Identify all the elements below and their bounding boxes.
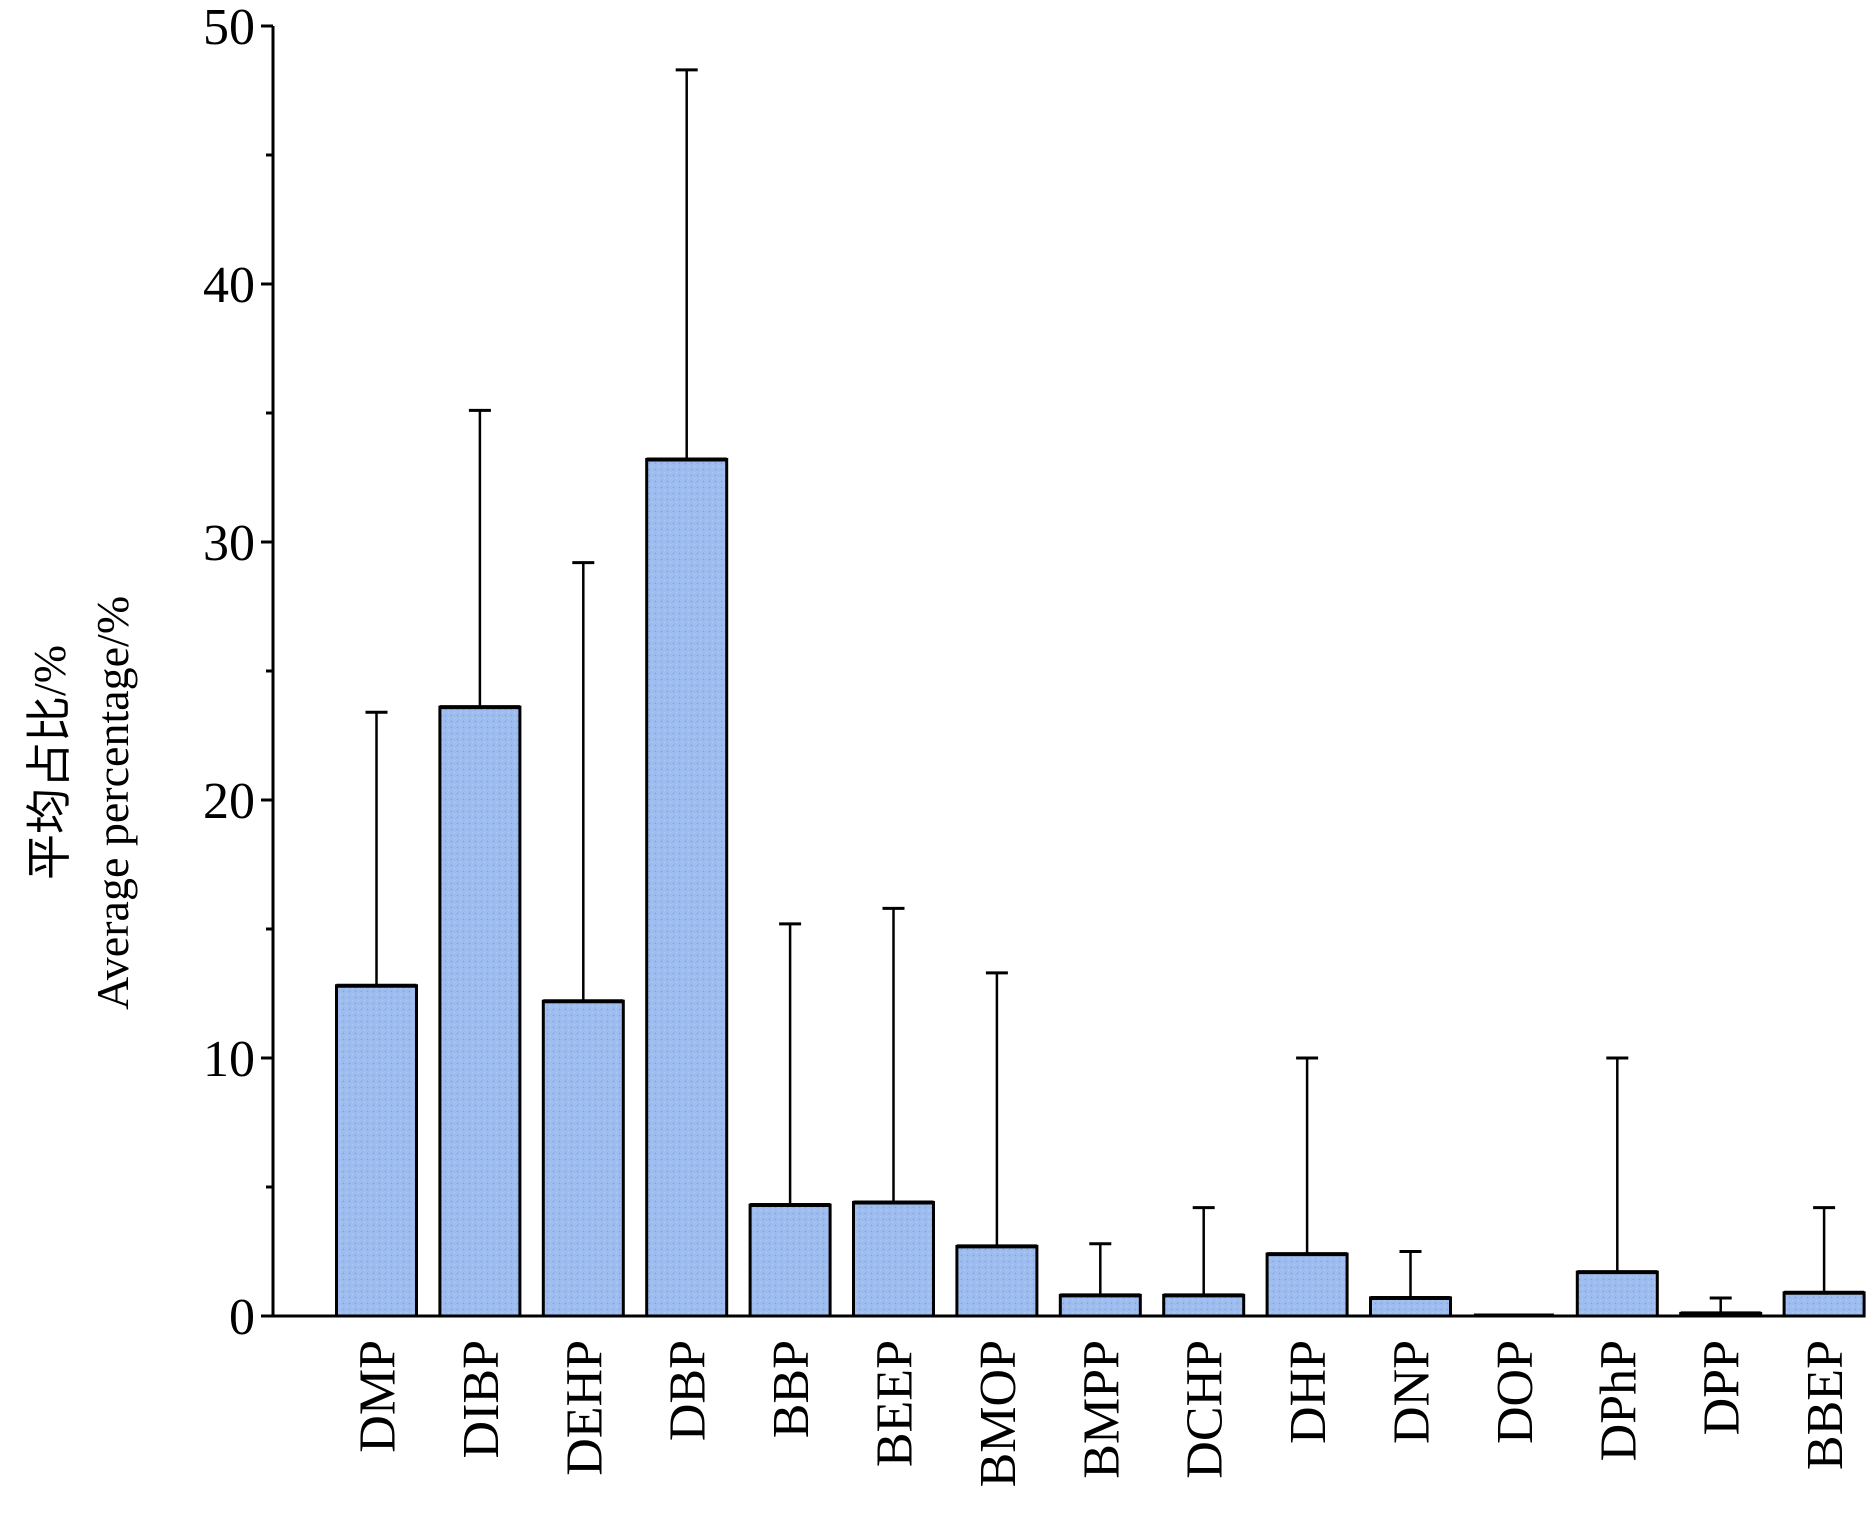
bar-bmpp <box>1058 1293 1142 1318</box>
y-tick-label: 40 <box>203 257 255 314</box>
bar-dmp <box>335 984 418 1318</box>
x-tick-label-dchp: DCHP <box>1177 1340 1234 1479</box>
x-tick-label-bbp: BBP <box>763 1340 820 1438</box>
bar-bmop <box>955 1244 1039 1318</box>
bars-layer <box>335 457 1866 1318</box>
x-tick-label-dnp: DNP <box>1384 1340 1441 1444</box>
x-tick-label-dehp: DEHP <box>556 1340 613 1476</box>
bar-dibp <box>438 705 522 1318</box>
bar-bbep <box>1782 1291 1866 1318</box>
x-tick-label-dpp: DPP <box>1694 1340 1751 1435</box>
bar-beep <box>852 1200 935 1318</box>
x-tick-labels: DMP DIBP DEHP DBP BBP BEEP BMOP BMPP DCHP DHP DNP D… <box>350 1340 1855 1487</box>
bar-dphp <box>1575 1270 1659 1318</box>
x-tick-label-dmp: DMP <box>350 1340 407 1453</box>
y-tick-label: 10 <box>203 1031 255 1088</box>
x-tick-label-bmop: BMOP <box>970 1340 1027 1487</box>
bar-dchp <box>1162 1293 1246 1318</box>
y-axis-title: 平均占比/% <box>24 645 75 880</box>
x-tick-label-dphp: DPhP <box>1590 1340 1647 1461</box>
bar-dhp <box>1265 1252 1349 1318</box>
y-tick-label: 20 <box>203 773 255 830</box>
x-tick-label-dbp: DBP <box>660 1340 717 1441</box>
x-tick-label-dhp: DHP <box>1280 1340 1337 1444</box>
bar-dnp <box>1369 1296 1452 1318</box>
y-tick-label: 0 <box>229 1289 255 1346</box>
x-tick-label-bmpp: BMPP <box>1073 1340 1130 1479</box>
y-axis-label-en: Average percentage/% <box>87 596 138 1010</box>
x-tick-label-dibp: DIBP <box>453 1340 510 1458</box>
bar-dehp <box>541 999 625 1318</box>
bar-bbp <box>748 1203 832 1318</box>
y-ticks: 0 10 20 30 40 50 <box>203 0 273 1346</box>
x-tick-label-beep: BEEP <box>867 1340 924 1467</box>
y-tick-label: 50 <box>203 0 255 56</box>
y-tick-label: 30 <box>203 515 255 572</box>
bar-dbp <box>645 457 729 1318</box>
y-axis-title-en: Average percentage/% <box>87 596 138 1010</box>
y-axis-label-cn: 平均占比/% <box>24 645 75 880</box>
x-tick-label-bbep: BBEP <box>1797 1340 1854 1470</box>
error-bars-layer <box>365 68 1836 1314</box>
x-tick-label-dop: DOP <box>1487 1340 1544 1444</box>
